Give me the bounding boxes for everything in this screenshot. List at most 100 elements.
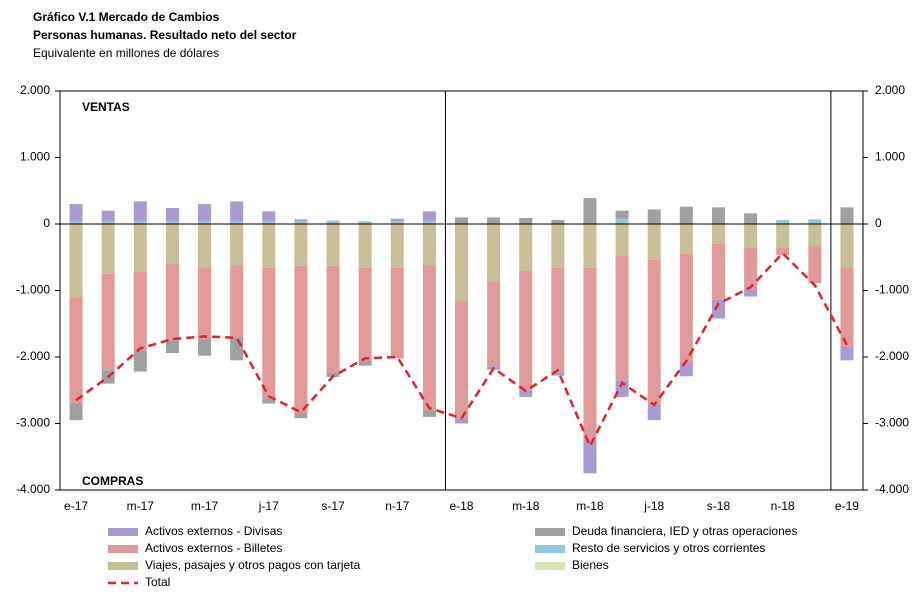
bar-segment: [262, 221, 276, 224]
bar-segment: [230, 224, 244, 266]
bar-segment: [69, 403, 83, 421]
bar-segment: [198, 267, 212, 340]
bar-segment: [455, 224, 468, 302]
bar-segment: [326, 224, 340, 266]
y2-tick-label: -2.000: [875, 349, 909, 363]
bar-segment: [133, 271, 147, 351]
bar-segment: [262, 224, 276, 268]
y2-tick-label: -3.000: [875, 416, 909, 430]
bar-segment: [422, 410, 436, 417]
bar-segment: [165, 263, 179, 341]
bar-segment: [390, 224, 404, 268]
annotation: VENTAS: [82, 100, 130, 114]
bar-segment: [679, 206, 693, 224]
y2-tick-label: 0: [875, 216, 882, 230]
bar-segment: [358, 267, 372, 361]
bar-segment: [326, 265, 340, 373]
annotation: COMPRAS: [82, 474, 143, 488]
bar-segment: [744, 224, 758, 248]
x-tick-label: e-17: [64, 499, 88, 513]
bar-segment: [840, 267, 854, 348]
chart-title: Gráfico V.1 Mercado de Cambios: [33, 10, 220, 24]
legend-label: Total: [145, 575, 170, 589]
bar-segment: [744, 213, 758, 224]
bar-segment: [647, 224, 661, 260]
x-tick-label: j-18: [643, 499, 664, 513]
x-tick-label: m-18: [576, 499, 604, 513]
legend-swatch: [108, 545, 138, 553]
bar-segment: [165, 208, 179, 222]
bar-segment: [198, 221, 212, 224]
bar-segment: [230, 221, 244, 224]
bar-segment: [647, 209, 661, 224]
bar-segment: [101, 221, 115, 224]
legend-label: Viajes, pasajes y otros pagos con tarjet…: [145, 558, 361, 572]
bar-segment: [198, 339, 212, 356]
bar-segment: [262, 211, 276, 222]
bar-segment: [422, 265, 436, 411]
bar-segment: [230, 337, 244, 361]
bar-segment: [808, 245, 822, 284]
legend-swatch: [535, 528, 565, 536]
legend-label: Activos externos - Divisas: [145, 524, 282, 538]
bar-segment: [744, 289, 758, 297]
legend-label: Resto de servicios y otros corrientes: [572, 541, 765, 555]
bar-segment: [551, 224, 565, 268]
y-tick-label: 0: [43, 216, 50, 230]
bar-segment: [326, 221, 340, 224]
bar-segment: [198, 204, 212, 222]
bar-segment: [679, 362, 693, 377]
x-tick-label: n-18: [771, 499, 795, 513]
bar-segment: [615, 210, 629, 219]
x-tick-label: m-17: [191, 499, 219, 513]
total-line: [75, 251, 849, 450]
bar-segment: [230, 265, 244, 338]
y-tick-label: 2.000: [20, 83, 50, 97]
bar-segment: [840, 347, 854, 361]
x-tick-label: s-17: [321, 499, 345, 513]
x-tick-label: n-17: [385, 499, 409, 513]
bar-segment: [647, 259, 661, 405]
legend-label: Deuda financiera, IED y otras operacione…: [572, 524, 797, 538]
bar-segment: [390, 267, 404, 359]
bar-segment: [326, 220, 340, 222]
bar-segment: [647, 404, 661, 421]
bar-segment: [262, 398, 276, 404]
bar-segment: [711, 299, 725, 319]
bar-segment: [615, 224, 629, 256]
bar-segment: [294, 265, 308, 414]
bar-segment: [133, 350, 147, 372]
bar-segment: [133, 201, 147, 222]
y-tick-label: -1.000: [16, 283, 50, 297]
bar-segment: [776, 220, 790, 224]
y2-tick-label: 1.000: [875, 150, 905, 164]
bar-segment: [583, 198, 597, 224]
bar-segment: [744, 247, 758, 290]
y-tick-label: 1.000: [20, 150, 50, 164]
bar-segment: [808, 219, 822, 224]
bar-segment: [358, 360, 372, 366]
x-tick-label: e-18: [449, 499, 473, 513]
bar-segment: [711, 243, 725, 300]
bar-segment: [69, 224, 83, 298]
bar-segment: [583, 224, 597, 268]
bar-segment: [679, 224, 693, 254]
bar-segment: [519, 390, 533, 397]
bar-segment: [294, 219, 308, 222]
bar-segment: [133, 224, 147, 272]
bar-segment: [487, 224, 501, 282]
bar-segment: [551, 220, 565, 224]
bar-segment: [615, 255, 629, 381]
bar-segment: [69, 221, 83, 224]
bar-segment: [165, 340, 179, 354]
bar-segment: [519, 270, 533, 391]
bar-segment: [487, 217, 501, 224]
bar-segment: [422, 224, 436, 266]
bar-segment: [294, 221, 308, 224]
bar-segment: [165, 224, 179, 264]
bar-segment: [294, 224, 308, 266]
bar-segment: [711, 207, 725, 224]
bar-segment: [808, 224, 822, 246]
y2-tick-label: -4.000: [875, 482, 909, 496]
bar-segment: [519, 224, 533, 271]
